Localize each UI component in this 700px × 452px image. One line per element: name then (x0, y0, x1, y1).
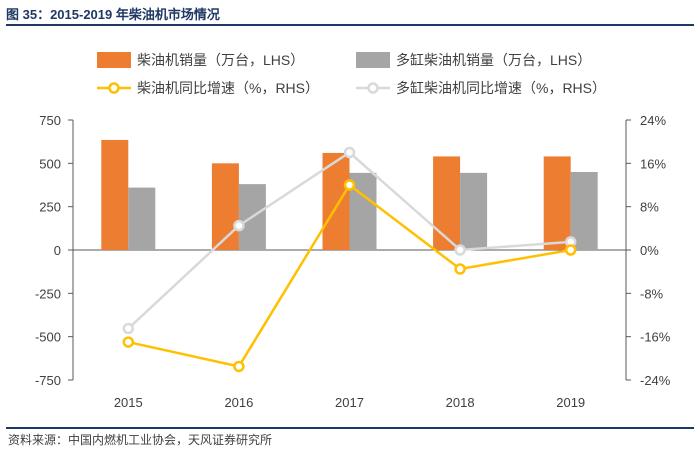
left-tick-label: 0 (54, 243, 61, 258)
diesel-volume-bar (101, 139, 129, 250)
left-tick-label: -250 (35, 286, 61, 301)
legend-diesel-yoy: 柴油机同比增速（%，RHS） (97, 80, 319, 96)
lines (122, 146, 577, 373)
right-tick-label: 24% (640, 113, 666, 128)
figure-title: 图 35：2015-2019 年柴油机市场情况 (6, 7, 220, 22)
legend: 柴油机销量（万台，LHS） 多缸柴油机销量（万台，LHS） 柴油机同比增速（%，RH… (97, 52, 606, 96)
right-tick-label: 16% (640, 156, 666, 171)
right-tick-label: -16% (640, 330, 671, 345)
diesel-volume-bar (433, 156, 461, 250)
right-tick-label: -8% (640, 286, 664, 301)
x-tick-label: 2016 (224, 395, 253, 410)
multi-cyl-volume-bar (460, 172, 488, 250)
right-tick-label: 8% (640, 200, 659, 215)
source-rule (6, 427, 694, 429)
legend-diesel-yoy-swatch-marker (108, 82, 120, 94)
left-tick-label: 500 (39, 156, 61, 171)
legend-multi-cyl-yoy: 多缸柴油机同比增速（%，RHS） (356, 80, 606, 96)
legend-diesel-volume: 柴油机销量（万台，LHS） (97, 52, 304, 68)
diesel-yoy-point (343, 179, 356, 191)
multi-cyl-yoy-point (233, 219, 245, 232)
x-tick-label: 2018 (446, 395, 475, 410)
legend-diesel-yoy-label: 柴油机同比增速（%，RHS） (137, 80, 319, 96)
left-tick-label: 750 (39, 113, 61, 128)
multi-cyl-volume-bar (570, 172, 598, 250)
multi-cyl-yoy-point (343, 146, 356, 159)
axes: 750 500 250 0 -250 -500 -750 24% 16% 8% 0% -8% -16% -… (35, 113, 671, 410)
x-tick-label: 2019 (556, 395, 585, 410)
multi-cyl-yoy-point (122, 322, 135, 335)
legend-multi-cyl-yoy-swatch-marker (367, 82, 379, 94)
diesel-yoy-point (122, 336, 135, 348)
bars (101, 139, 598, 250)
legend-multi-cyl-volume-label: 多缸柴油机销量（万台，LHS） (396, 52, 591, 68)
legend-multi-cyl-yoy-label: 多缸柴油机同比增速（%，RHS） (396, 80, 606, 96)
x-tick-label: 2017 (335, 395, 364, 410)
diesel-yoy-point (454, 263, 466, 275)
diesel-volume-bar (543, 156, 571, 250)
right-tick-label: -24% (640, 373, 671, 388)
left-tick-label: 250 (39, 200, 61, 215)
title-rule (6, 24, 694, 26)
legend-diesel-volume-swatch (97, 52, 131, 68)
source-note: 资料来源：中国内燃机工业协会，天风证券研究所 (8, 433, 273, 447)
left-tick-label: -500 (35, 330, 61, 345)
left-tick-label: -750 (35, 373, 61, 388)
legend-diesel-volume-label: 柴油机销量（万台，LHS） (137, 52, 304, 68)
diesel-volume-bar (211, 163, 239, 250)
multi-cyl-volume-bar (128, 187, 156, 250)
legend-multi-cyl-volume-swatch (356, 52, 390, 68)
right-tick-label: 0% (640, 243, 659, 258)
diesel-yoy-point (564, 244, 577, 256)
diesel-yoy-point (233, 360, 245, 373)
diesel-volume-bar (322, 152, 350, 250)
legend-multi-cyl-volume: 多缸柴油机销量（万台，LHS） (356, 52, 591, 68)
x-tick-label: 2015 (114, 395, 143, 410)
multi-cyl-yoy-point (454, 244, 466, 256)
